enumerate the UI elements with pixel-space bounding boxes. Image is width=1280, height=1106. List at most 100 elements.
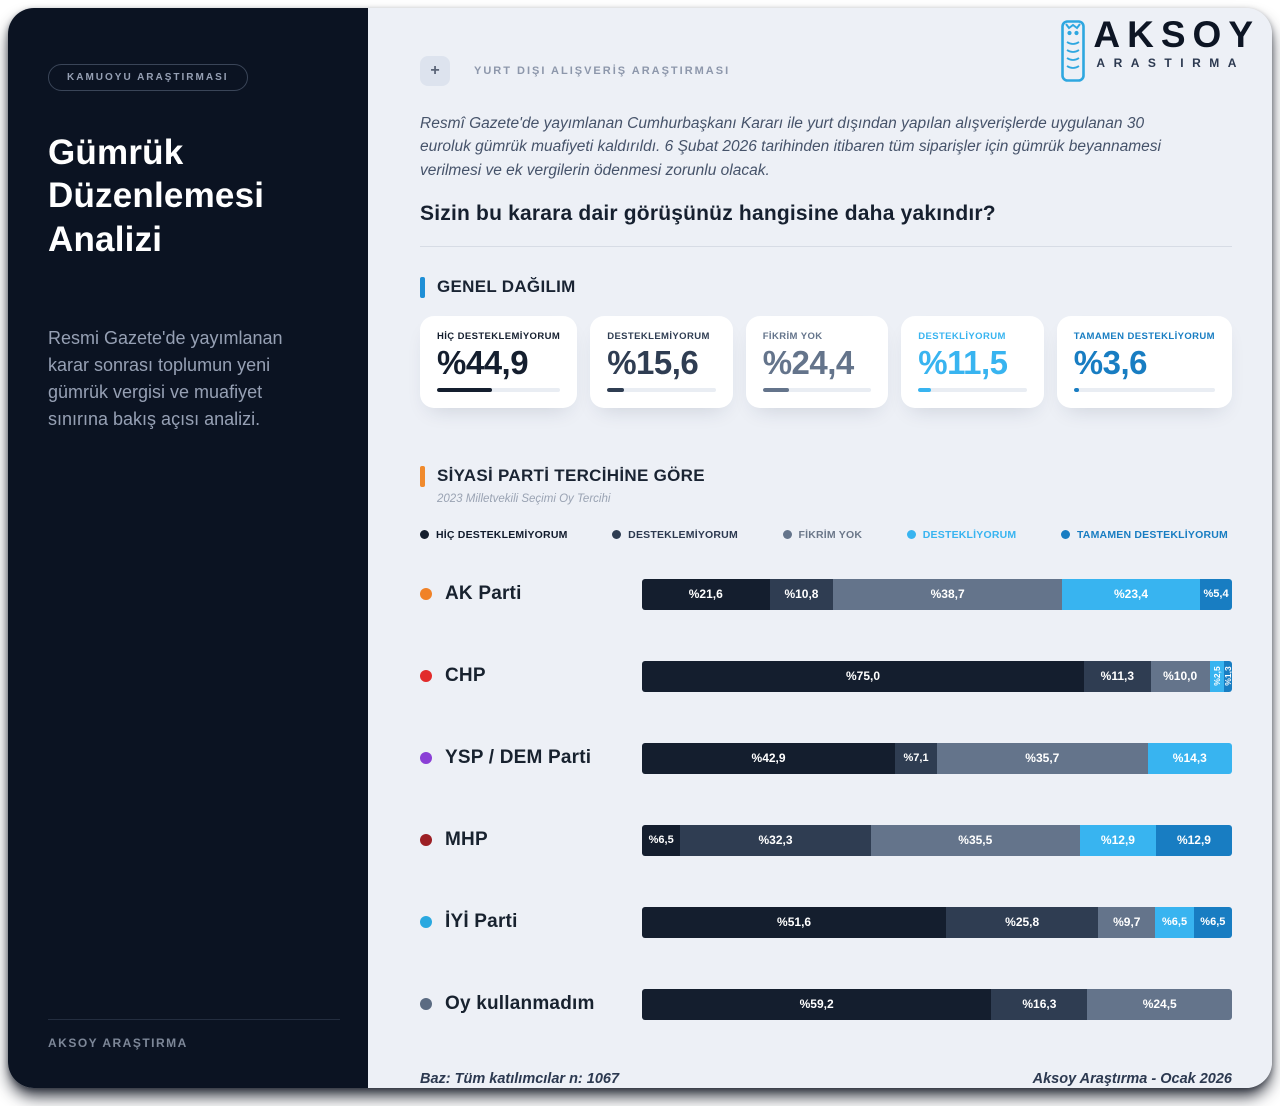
legend-item: DESTEKLEMİYORUM (612, 529, 738, 541)
stat-card-value: %3,6 (1073, 343, 1148, 381)
bar-segment-label: %35,7 (1025, 751, 1060, 766)
bar-segment: %42,9 (642, 742, 896, 774)
bar-segment: %21,6 (642, 578, 770, 610)
stat-card-progress-track (762, 387, 872, 392)
bar-segment: %11,3 (1084, 660, 1151, 692)
legend-item: FİKRİM YOK (782, 529, 863, 541)
legend-dot-icon (1060, 530, 1070, 540)
bar-segment-label: %12,9 (1176, 833, 1211, 848)
logo-subtitle: ARASTIRMA (1096, 56, 1245, 70)
stat-card: DESTEKLEMİYORUM %15,6 (590, 315, 733, 408)
bar-segment: %32,3 (680, 824, 871, 856)
bar-segment-label: %11,3 (1100, 669, 1135, 684)
legend-item: TAMAMEN DESTEKLİYORUM (1060, 528, 1228, 541)
party-row: AK Parti %21,6 %10,8 %38,7 %23,4 %5,4 (420, 578, 1232, 610)
stacked-bar: %6,5 %32,3 %35,5 %12,9 %12,9 (642, 824, 1232, 856)
stacked-bar: %21,6 %10,8 %38,7 %23,4 %5,4 (642, 578, 1232, 610)
intro-paragraph: Resmî Gazete'de yayımlanan Cumhurbaşkanı… (420, 115, 1161, 179)
bar-segment: %38,7 (833, 578, 1062, 610)
bar-segment-label: %75,0 (846, 669, 881, 684)
report-description: Resmi Gazete'de yayımlanan karar sonrası… (48, 328, 283, 430)
bar-segment: %23,4 (1061, 578, 1201, 610)
stat-card-value: %11,5 (918, 343, 1008, 381)
bar-segment: %25,8 (946, 906, 1099, 938)
party-rows: AK Parti %21,6 %10,8 %38,7 %23,4 %5,4 CHP %75,0… (420, 578, 1232, 1020)
bar-segment-label: %25,8 (1005, 915, 1040, 930)
party-dot-icon (420, 998, 432, 1011)
party-head: MHP (420, 829, 642, 851)
party-head: Oy kullanmadım (420, 993, 642, 1015)
sidebar-footer: AKSOY ARAŞTIRMA (48, 1019, 340, 1050)
bar-segment: %35,5 (870, 824, 1080, 856)
legend-label: DESTEKLEMİYORUM (628, 528, 738, 541)
bar-segment-label: %5,4 (1203, 588, 1229, 601)
party-dot-icon (420, 670, 432, 683)
stacked-bar: %59,2 %16,3 %24,5 (642, 988, 1232, 1020)
stat-card-label: DESTEKLİYORUM (918, 330, 1006, 342)
legend-dot-icon (906, 530, 916, 540)
bar-segment: %6,5 (1193, 906, 1232, 938)
party-head: İYİ Parti (420, 911, 642, 933)
horizontal-divider (420, 245, 1232, 247)
orange-marker (420, 465, 425, 487)
stat-card: HİÇ DESTEKLEMİYORUM %44,9 (420, 315, 578, 408)
party-dot-icon (420, 834, 432, 847)
stat-cards: HİÇ DESTEKLEMİYORUM %44,9 DESTEKLEMİYORUM%… (420, 315, 1233, 408)
legend-label: TAMAMEN DESTEKLİYORUM (1076, 528, 1228, 541)
party-row: Oy kullanmadım %59,2 %16,3 %24,5 (420, 988, 1232, 1020)
stat-card-progress-fill (762, 387, 790, 392)
bar-segment: %12,9 (1155, 824, 1232, 856)
bar-segment: %6,5 (642, 824, 681, 856)
stat-card: DESTEKLİYORUM %11,5 (901, 315, 1044, 408)
bar-segment-label: %14,3 (1172, 751, 1207, 766)
main-footer: Baz: Tüm katılımcılar n: 1067 Aksoy Araş… (420, 1071, 1232, 1087)
stacked-bar: %75,0 %11,3 %10,0 %2,5 %1,3 (642, 660, 1232, 692)
bar-segment: %7,1 (895, 742, 937, 774)
bar-segment: %14,3 (1147, 742, 1232, 774)
bar-segment: %5,4 (1200, 578, 1232, 610)
bar-segment: %9,7 (1098, 906, 1156, 938)
bar-segment: %2,5 (1209, 660, 1225, 692)
party-row: İYİ Parti %51,6 %25,8 %9,7 %6,5 %6,5 (420, 906, 1232, 938)
bar-segment-label: %12,9 (1100, 833, 1135, 848)
sidebar-divider (48, 1019, 340, 1020)
bar-segment-label: %24,5 (1142, 997, 1177, 1012)
bar-segment: %1,3 (1223, 660, 1232, 692)
legend-label: HİÇ DESTEKLEMİYORUM (436, 528, 568, 541)
stat-card-progress-track (607, 387, 716, 392)
blue-marker (420, 276, 425, 298)
study-tag-label: YURT DIŞI ALIŞVERİŞ ARAŞTIRMASI (474, 65, 731, 77)
stat-card-label: DESTEKLEMİYORUM (607, 330, 710, 342)
study-tag-row: + YURT DIŞI ALIŞVERİŞ ARAŞTIRMASI (420, 56, 1232, 86)
party-row: CHP %75,0 %11,3 %10,0 %2,5 %1,3 (420, 660, 1232, 692)
stat-card-label: TAMAMEN DESTEKLİYORUM (1073, 330, 1216, 342)
party-section-head: SİYASİ PARTİ TERCİHİNE GÖRE (420, 465, 1232, 487)
plus-icon: + (420, 56, 450, 86)
bar-segment-label: %6,5 (1200, 916, 1226, 929)
legend-item: HİÇ DESTEKLEMİYORUM (420, 529, 568, 541)
stat-card: TAMAMEN DESTEKLİYORUM %3,6 (1056, 315, 1233, 408)
bar-segment: %12,9 (1079, 824, 1156, 856)
bar-segment-label: %6,5 (1161, 916, 1188, 929)
legend-dot-icon (420, 530, 429, 540)
bar-segment-label: %32,3 (758, 833, 793, 848)
party-head: CHP (420, 665, 642, 687)
stat-card-label: HİÇ DESTEKLEMİYORUM (437, 330, 561, 342)
stat-card-value: %24,4 (762, 343, 855, 381)
party-name: YSP / DEM Parti (445, 747, 592, 769)
stat-card-value: %15,6 (607, 343, 699, 381)
bar-segment: %24,5 (1087, 988, 1232, 1020)
party-dot-icon (420, 916, 432, 929)
bar-segment-label: %59,2 (799, 997, 834, 1012)
bar-segment-label: %21,6 (688, 587, 723, 602)
stat-card: FİKRİM YOK %24,4 (745, 315, 889, 408)
stat-card-progress-fill (918, 387, 931, 392)
stat-card-label: FİKRİM YOK (762, 330, 823, 342)
bar-segment: %10,8 (769, 578, 834, 610)
report-title: Gümrük Düzenlemesi Analizi (48, 133, 265, 259)
stacked-bar: %42,9 %7,1 %35,7 %14,3 (642, 742, 1232, 774)
bar-segment: %51,6 (642, 906, 947, 938)
logo-text: AKSOY ARASTIRMA (1093, 16, 1260, 70)
main-panel: AKSOY ARASTIRMA + YURT DIŞI ALIŞVERİŞ AR… (368, 8, 1272, 1088)
party-dot-icon (420, 752, 432, 765)
